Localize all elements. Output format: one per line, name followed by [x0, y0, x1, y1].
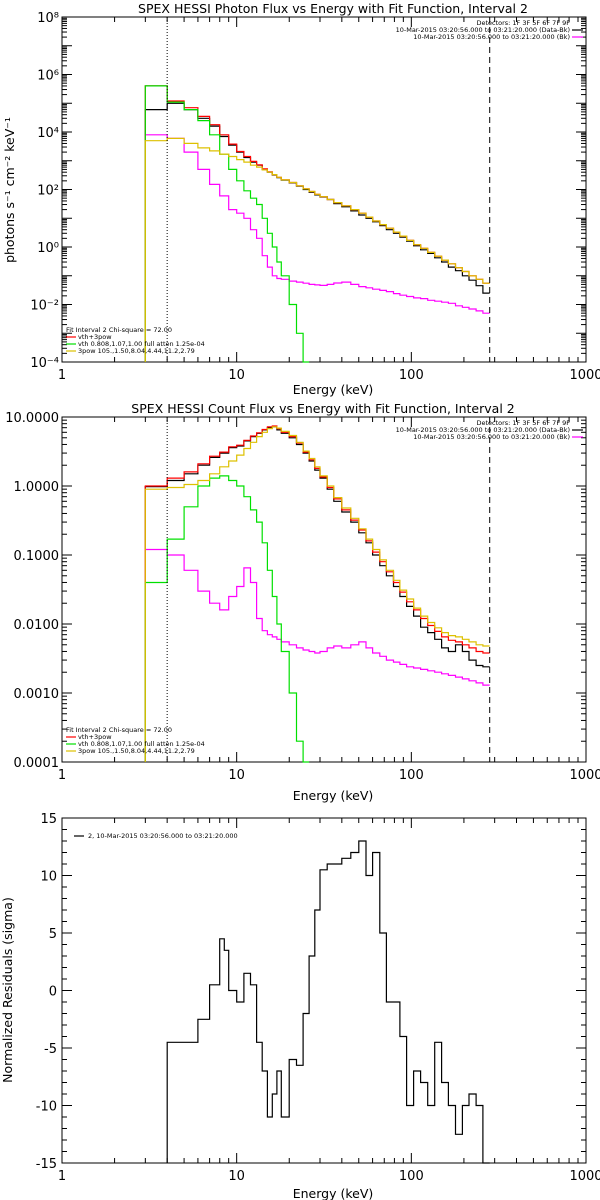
y-tick-label: 1.0000 [14, 480, 60, 495]
series-data-bk [144, 426, 490, 762]
legend-bottom-entry: vth 0.808,1.07,1.00 full atten 1.25e-04 [78, 740, 205, 748]
y-tick-label: 0.1000 [14, 549, 60, 564]
legend-bottom-entry: vth+3pow [78, 333, 112, 341]
legend-top-entry: 10-Mar-2015 03:20:56.000 to 03:21:20.000… [413, 433, 570, 441]
y-tick-label: 10⁸ [37, 11, 59, 26]
x-tick-label: 1000 [569, 1169, 600, 1184]
residuals-panel: 1 10 100 1000 -15 -10 -5 0 5 10 15 2, 10-Mar-2015 0… [0, 812, 600, 1200]
y-tick-label: 5 [49, 927, 57, 942]
series-bk [144, 548, 490, 762]
series-vth-3pow [144, 85, 490, 362]
y-tick-label: -5 [44, 1042, 57, 1057]
legend-bottom-entry: Fit Interval 2 Chi-square = 72.00 [66, 326, 172, 334]
legend-top-entry: Detectors: 1F 3F 5F 6F 7F 9F [476, 19, 570, 27]
series-bk [144, 134, 490, 362]
y-tick-label: 10⁻² [30, 299, 59, 314]
x-tick-label: 10 [228, 368, 245, 383]
legend-entry: 2, 10-Mar-2015 03:20:56.000 to 03:21:20.… [88, 832, 238, 840]
x-tick-label: 1 [58, 368, 66, 383]
series-3pow [144, 137, 490, 362]
photon-flux-panel: SPEX HESSI Photon Flux vs Energy with Fi… [2, 1, 600, 397]
count-flux-xlabel: Energy (keV) [293, 788, 374, 803]
series-vth [144, 475, 310, 763]
photon-flux-ylabel: photons s⁻¹ cm⁻² keV⁻¹ [2, 117, 17, 263]
x-tick-label: 1000 [569, 768, 600, 783]
count-flux-plot-area: 1 10 100 1000 0.0001 0.0010 0.0100 0.1000 1.0000… [5, 411, 600, 783]
x-tick-label: 10 [228, 768, 245, 783]
x-tick-label: 10 [228, 1169, 245, 1184]
y-tick-label: 0.0001 [14, 756, 60, 771]
y-tick-label: 0.0100 [14, 618, 60, 633]
y-tick-label: 0.0010 [14, 687, 60, 702]
count-flux-title: SPEX HESSI Count Flux vs Energy with Fit… [131, 401, 514, 416]
legend-top-entry: 10-Mar-2015 03:20:56.000 to 03:21:20.000… [413, 33, 570, 41]
photon-flux-xlabel: Energy (keV) [293, 382, 374, 397]
legend-bottom-entry: Fit Interval 2 Chi-square = 72.00 [66, 726, 172, 734]
x-tick-label: 100 [399, 1169, 424, 1184]
legend-bottom-entry: 3pow 105.,1.50,8.04,4.44,11.2,2.79 [78, 747, 195, 755]
residuals-xlabel: Energy (keV) [293, 1186, 374, 1200]
residuals-plot-area: 1 10 100 1000 -15 -10 -5 0 5 10 15 2, 10-Mar-2015 0… [36, 812, 600, 1184]
legend-bottom-entry: vth 0.808,1.07,1.00 full atten 1.25e-04 [78, 340, 205, 348]
x-tick-label: 100 [399, 368, 424, 383]
x-tick-label: 1000 [569, 368, 600, 383]
count-flux-plot-frame [61, 416, 587, 763]
legend-top-entry: 10-Mar-2015 03:20:56.000 to 03:21:20.000… [396, 26, 570, 34]
series-3pow [144, 426, 490, 762]
y-tick-label: 10² [37, 184, 59, 199]
x-tick-label: 1 [58, 768, 66, 783]
y-tick-label: 0 [49, 985, 57, 1000]
photon-flux-plot-frame [61, 16, 587, 363]
y-tick-label: 10⁴ [37, 126, 59, 141]
legend-top-entry: Detectors: 1F 3F 5F 6F 7F 9F [476, 419, 570, 427]
x-tick-label: 1 [58, 1169, 66, 1184]
residuals-ylabel: Normalized Residuals (sigma) [0, 897, 15, 1083]
y-tick-label: 10⁶ [37, 69, 59, 84]
y-tick-label: 10 [40, 870, 57, 885]
y-tick-label: 10⁻⁴ [30, 356, 59, 371]
photon-flux-title: SPEX HESSI Photon Flux vs Energy with Fi… [138, 1, 528, 16]
y-tick-label: 10.0000 [5, 411, 59, 426]
photon-flux-plot-area: 1 10 100 1000 10⁻⁴ 10⁻² 10⁰ 10² 10⁴ 10⁶ 10⁸ Detecto… [30, 11, 600, 383]
y-tick-label: -10 [36, 1100, 57, 1115]
x-tick-label: 100 [399, 768, 424, 783]
legend-top-entry: 10-Mar-2015 03:20:56.000 to 03:21:20.000… [396, 426, 570, 434]
legend-bottom-entry: vth+3pow [78, 733, 112, 741]
y-tick-label: 15 [40, 812, 57, 827]
series-data-bk [144, 102, 490, 362]
y-tick-label: -15 [36, 1157, 57, 1172]
legend-bottom-entry: 3pow 105.,1.50,8.04,4.44,11.2,2.79 [78, 347, 195, 355]
y-tick-label: 10⁰ [37, 241, 59, 256]
residuals-series [166, 840, 490, 1164]
series-vth-3pow [144, 425, 490, 762]
series-vth [144, 85, 310, 363]
count-flux-panel: SPEX HESSI Count Flux vs Energy with Fit… [5, 401, 600, 803]
